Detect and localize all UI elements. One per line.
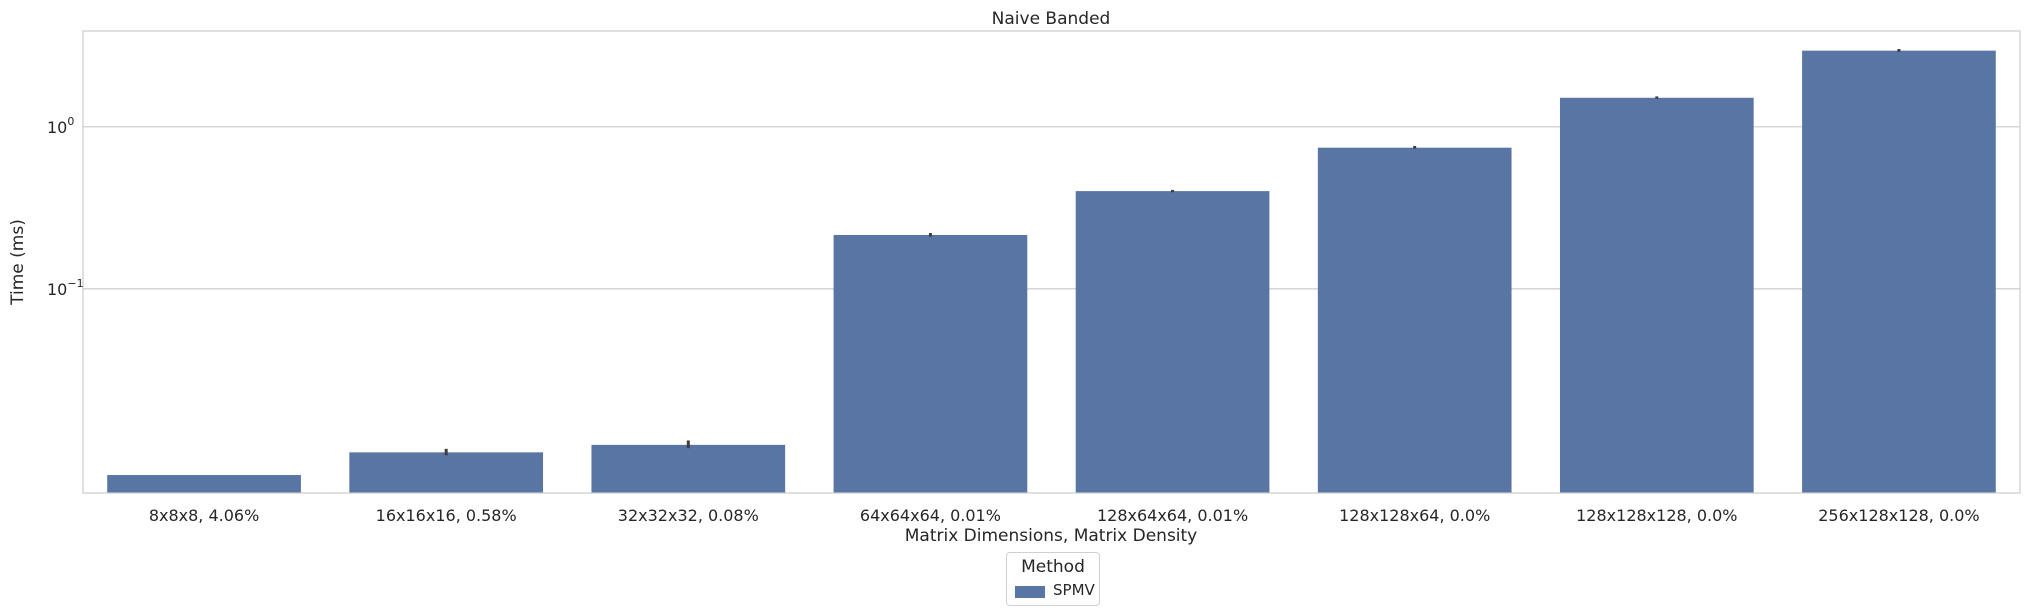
- bar: [1802, 50, 1996, 493]
- x-axis-label: Matrix Dimensions, Matrix Density: [905, 526, 1198, 546]
- bar: [1317, 147, 1512, 493]
- bar: [1559, 97, 1754, 494]
- legend-label: SPMV: [1053, 581, 1095, 599]
- bar: [107, 475, 301, 493]
- y-tick-labels: 10−1 100: [47, 115, 84, 299]
- y-tick-label: 100: [47, 115, 74, 137]
- x-tick-label: 16x16x16, 0.58%: [376, 506, 517, 525]
- legend: Method SPMV: [1006, 552, 1100, 606]
- y-axis-label: Time (ms): [8, 219, 28, 306]
- x-tick-labels: 8x8x8, 4.06% 16x16x16, 0.58% 32x32x32, 0.0…: [149, 506, 1980, 525]
- y-tick-label: 10−1: [47, 277, 84, 299]
- x-tick-label: 128x128x128, 0.0%: [1576, 506, 1737, 525]
- bars: [107, 50, 1996, 494]
- bar: [349, 452, 544, 493]
- bar: [833, 234, 1028, 494]
- plot-frame: [82, 30, 2021, 494]
- bar: [1075, 191, 1270, 493]
- x-tick-label: 32x32x32, 0.08%: [618, 506, 759, 525]
- chart-title: Naive Banded: [992, 9, 1111, 29]
- x-tick-label: 128x128x64, 0.0%: [1339, 506, 1490, 525]
- legend-title: Method: [1021, 557, 1085, 577]
- legend-swatch: [1015, 586, 1045, 598]
- error-bars: [444, 48, 1901, 456]
- x-tick-label: 256x128x128, 0.0%: [1818, 506, 1979, 525]
- bar: [591, 444, 786, 493]
- x-tick-label: 128x64x64, 0.01%: [1097, 506, 1248, 525]
- x-tick-label: 64x64x64, 0.01%: [860, 506, 1001, 525]
- x-tick-label: 8x8x8, 4.06%: [149, 506, 259, 525]
